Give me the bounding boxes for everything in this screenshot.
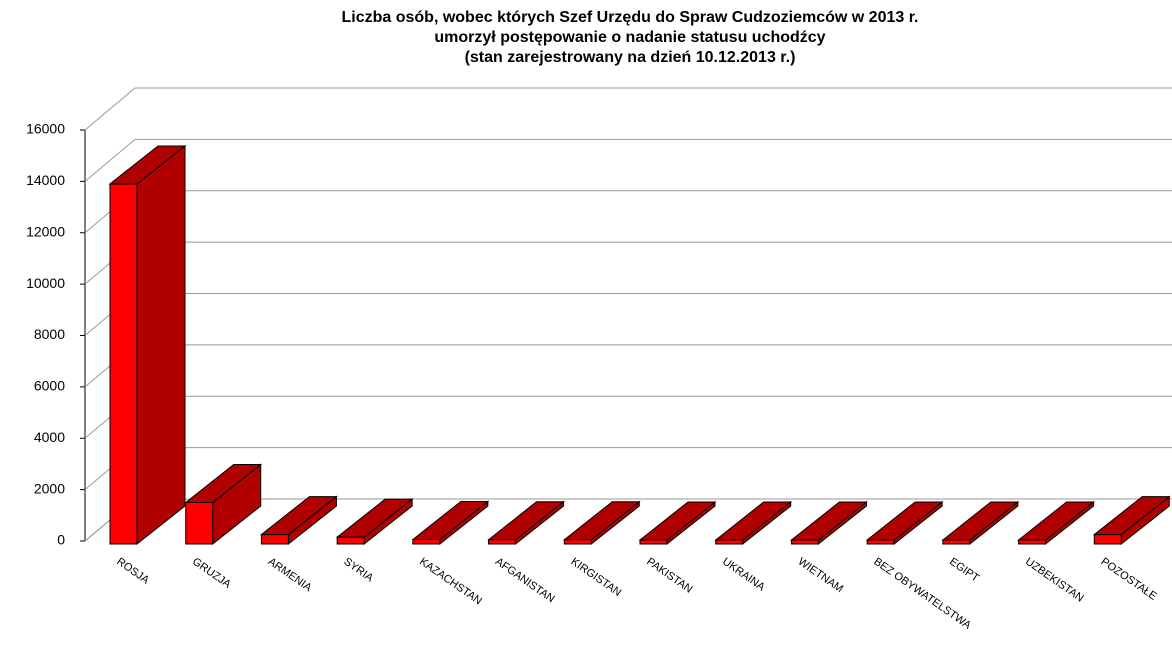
bar — [638, 500, 717, 546]
y-tick-label: 0 — [57, 532, 65, 548]
bar — [184, 463, 263, 546]
x-tick-label: KIRGISTAN — [569, 556, 624, 599]
y-tick-label: 12000 — [26, 223, 65, 239]
y-tick-label: 2000 — [34, 480, 65, 496]
bar-side — [136, 144, 186, 546]
x-tick-label: GRUZJA — [190, 556, 233, 591]
bar — [714, 500, 793, 546]
bar-front — [639, 539, 668, 545]
x-tick-label: SYRIA — [341, 556, 375, 585]
bar — [259, 495, 338, 546]
x-tick-label: KAZACHSTAN — [417, 556, 484, 608]
y-tick-label: 14000 — [26, 172, 65, 188]
y-tick-label: 16000 — [26, 121, 65, 137]
x-tick-label: EGIPT — [947, 556, 981, 585]
bar — [108, 144, 187, 546]
x-tick-label: WIETNAM — [796, 556, 845, 596]
bar — [1017, 500, 1096, 546]
bar-front — [109, 183, 138, 545]
x-tick-label: UZBEKISTAN — [1023, 556, 1086, 605]
bar-front — [942, 539, 971, 545]
chart-title: (stan zarejestrowany na dzień 10.12.2013… — [465, 49, 796, 66]
y-tick-label: 4000 — [34, 429, 65, 445]
bar — [1092, 495, 1171, 546]
bar-front — [563, 539, 592, 545]
x-tick-label: AFGANISTAN — [493, 556, 557, 606]
grid-line — [84, 87, 136, 131]
bar-front — [260, 534, 289, 545]
bar-front — [185, 501, 214, 545]
bar-front — [1093, 534, 1122, 545]
bar-front — [412, 538, 441, 545]
bar — [411, 500, 490, 546]
bar — [562, 500, 641, 546]
y-tick-label: 10000 — [26, 275, 65, 291]
y-tick-label: 8000 — [34, 326, 65, 342]
bar — [487, 500, 566, 546]
bar-front — [715, 539, 744, 545]
x-tick-label: PAKISTAN — [644, 556, 694, 596]
bar-front — [1018, 539, 1047, 545]
x-tick-label: ROSJA — [114, 556, 151, 587]
bar-front — [336, 536, 365, 545]
x-tick-label: ARMENIA — [266, 556, 314, 595]
y-tick-label: 6000 — [34, 378, 65, 394]
bar — [335, 498, 414, 546]
bar — [789, 500, 868, 546]
chart-title: umorzył postępowanie o nadanie statusu u… — [434, 29, 825, 46]
chart-title: Liczba osób, wobec których Szef Urzędu d… — [341, 9, 918, 26]
bar-front — [488, 539, 517, 545]
bar-front — [790, 539, 819, 545]
grid-line — [84, 138, 136, 182]
x-tick-label: POZOSTAŁE — [1099, 556, 1159, 603]
bar — [865, 500, 944, 546]
bar — [941, 500, 1020, 546]
bar-front — [866, 539, 895, 545]
x-tick-label: UKRAINA — [720, 556, 767, 594]
